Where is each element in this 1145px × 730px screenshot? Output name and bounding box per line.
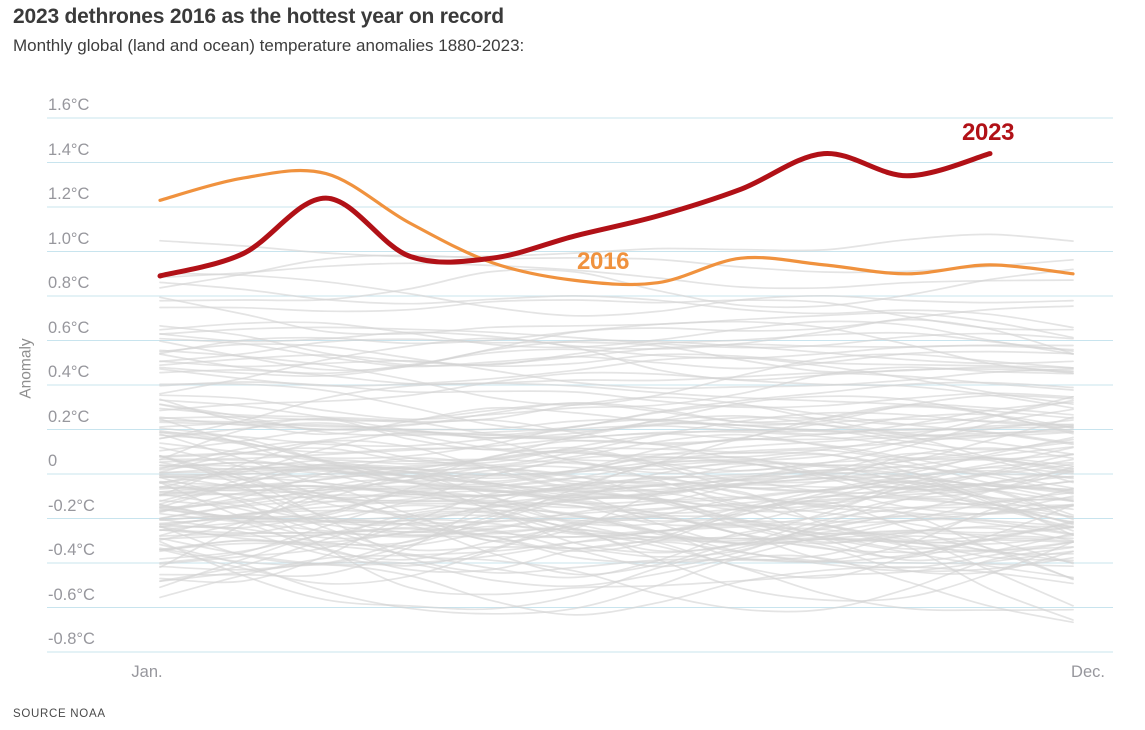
y-tick-label: -0.8°C xyxy=(48,630,95,648)
series-line-2023 xyxy=(157,151,993,279)
y-tick-label: -0.6°C xyxy=(48,585,95,604)
y-tick-label: 1.0°C xyxy=(48,229,90,248)
chart-title: 2023 dethrones 2016 as the hottest year … xyxy=(13,5,504,28)
series-label-2016: 2016 xyxy=(577,248,630,275)
x-tick-jan: Jan. xyxy=(131,663,163,681)
y-tick-label: 0.6°C xyxy=(48,318,90,337)
y-tick-label: 0.2°C xyxy=(48,407,90,426)
y-tick-label: 0.4°C xyxy=(48,363,90,381)
series-label-2023: 2023 xyxy=(962,119,1015,146)
x-tick-dec: Dec. xyxy=(1071,663,1105,681)
y-tick-label: -0.2°C xyxy=(48,496,95,515)
y-tick-label: 1.6°C xyxy=(48,96,90,114)
y-tick-label: -0.4°C xyxy=(48,541,95,559)
series-line-2016 xyxy=(158,168,1075,287)
y-tick-label: 0.8°C xyxy=(48,274,90,292)
y-axis-title: Anomaly xyxy=(17,338,35,399)
y-tick-label: 1.4°C xyxy=(48,140,90,159)
chart-subtitle: Monthly global (land and ocean) temperat… xyxy=(13,36,525,55)
y-tick-label: 1.2°C xyxy=(48,185,90,203)
source-note: SOURCE NOAA xyxy=(13,708,106,720)
y-tick-label: 0 xyxy=(48,452,58,470)
